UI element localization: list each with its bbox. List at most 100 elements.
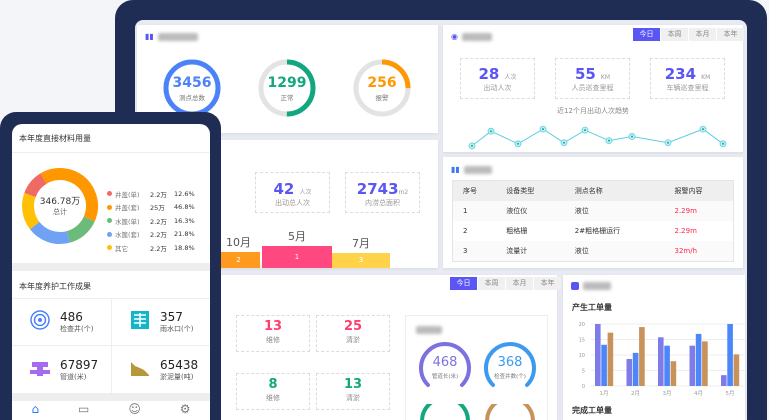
table-cell: 液位仪 xyxy=(496,201,565,221)
donut-slice xyxy=(22,168,98,244)
bar xyxy=(733,354,740,386)
tab-0[interactable]: 今日 xyxy=(633,28,660,41)
stat-value: 8 xyxy=(268,377,278,392)
table-cell: 液位 xyxy=(564,201,665,221)
patrol-panel: ◉ 今日 本周 本月 本年 28 人次 出动人次 55 KM 人员巡查里程 234 K… xyxy=(443,25,744,152)
alarm-table: 序号 设备类型 测点名称 报警内容 1 液位仪 液位 2.29m 2 粗格栅 2#粗格栅运行 2.29… xyxy=(453,181,733,261)
bar xyxy=(601,344,607,386)
ring-arc xyxy=(258,59,316,117)
grate-icon xyxy=(130,310,150,334)
ring-value: 3456 xyxy=(172,75,212,91)
material-donut-chart xyxy=(22,168,98,244)
ring-value: 256 xyxy=(367,75,397,91)
legend-dot-icon xyxy=(107,231,112,237)
bar xyxy=(639,327,645,386)
rank-month: 5月 xyxy=(288,230,306,243)
legend-pct: 46.8% xyxy=(174,203,195,212)
tab-3[interactable]: 本年 xyxy=(717,28,744,41)
stat-label: 内涝总面积 xyxy=(365,199,400,207)
legend-pct: 18.8% xyxy=(174,243,195,252)
legend-pct: 16.3% xyxy=(174,216,195,225)
ring-value: 1299 xyxy=(267,75,307,91)
y-tick-label: 0 xyxy=(582,384,585,390)
maintenance-stat-box: 25 清淤 xyxy=(316,315,390,352)
trend-line xyxy=(471,128,724,147)
legend-item: 水篦(单) 2.2万 16.3% xyxy=(107,214,195,228)
home-icon[interactable]: ⌂ xyxy=(31,402,40,416)
legend-name: 水篦(套) xyxy=(115,231,140,240)
x-tick-label: 2月 xyxy=(631,390,640,397)
gauge-arc xyxy=(484,342,536,387)
work-item: 67897 管道(米) xyxy=(12,346,111,393)
table-cell: 流量计 xyxy=(496,241,565,261)
tab-2[interactable]: 本月 xyxy=(506,277,533,290)
gauge-value: 468 xyxy=(432,355,458,370)
tab-0[interactable]: 今日 xyxy=(450,277,477,290)
ring-gauge: 256 报警 xyxy=(352,58,412,118)
work-order-panel: 产生工单量 0 5 10 15 20 1月 2月 3月 4月 5月 完成工单量 xyxy=(563,275,745,420)
gauge-arc xyxy=(485,404,535,420)
stat-value: 13 xyxy=(263,319,283,334)
legend-name: 其它 xyxy=(115,244,128,253)
stat-value: 13 xyxy=(343,377,363,392)
stat-unit: m2 xyxy=(398,189,409,196)
bar xyxy=(721,375,727,386)
legend-item: 井盖(套) 25万 46.8% xyxy=(107,201,195,215)
stat-label: 清淤 xyxy=(346,336,360,344)
realtime-panel: ▮▮ 3456 测点总数 1299 正常 256 报警 xyxy=(137,25,438,133)
gauge-label: 管道长(米) xyxy=(431,374,459,380)
settings-icon[interactable]: ⚙ xyxy=(179,402,191,416)
donut-slice xyxy=(22,168,98,244)
stat-value: 42 xyxy=(273,180,295,198)
pipe-icon xyxy=(30,358,50,382)
legend-dot-icon xyxy=(107,191,112,197)
legend-amount: 2.2万 xyxy=(150,190,167,199)
table-cell: 粗格栅 xyxy=(506,227,528,235)
legend-dot-icon xyxy=(107,245,112,251)
legend-name: 井盖(套) xyxy=(115,204,140,213)
tab-1[interactable]: 本周 xyxy=(478,277,505,290)
donut-slice xyxy=(22,168,98,244)
stat-label: 清淤 xyxy=(346,394,360,402)
gauge-arc xyxy=(420,404,470,420)
stat-value: 2743 xyxy=(356,180,399,198)
legend-pct: 21.8% xyxy=(174,230,195,239)
stat-unit: KM xyxy=(600,74,611,81)
subpanel-title xyxy=(416,326,442,334)
table-row: 1 液位仪 液位 2.29m xyxy=(453,201,733,221)
x-tick-label: 3月 xyxy=(663,390,672,397)
table-cell: 2 xyxy=(463,227,468,235)
x-tick-label: 4月 xyxy=(694,390,703,397)
work-item: 65438 淤泥量(吨) xyxy=(111,346,210,393)
maintenance-stat-box: 8 维修 xyxy=(236,373,310,410)
user-icon[interactable]: ☺ xyxy=(128,402,141,416)
eye-icon: ◉ xyxy=(451,32,458,41)
tab-1[interactable]: 本周 xyxy=(661,28,688,41)
stat-box: 42 人次 出动总人次 xyxy=(255,172,330,213)
stat-value: 234 xyxy=(664,65,697,83)
rank-bar: 3 xyxy=(332,253,390,268)
work-label: 检查井(个) xyxy=(60,325,94,333)
stat-value: 25 xyxy=(343,319,363,334)
y-tick-label: 15 xyxy=(579,338,585,344)
ring-gauge: 3456 测点总数 xyxy=(162,58,222,118)
tab-3[interactable]: 本年 xyxy=(534,277,561,290)
x-tick-label: 1月 xyxy=(600,390,609,397)
ring-label: 正常 xyxy=(280,94,294,102)
tab-2[interactable]: 本月 xyxy=(689,28,716,41)
work-value: 357 xyxy=(160,310,183,324)
panel-title xyxy=(157,32,198,41)
donut-total: 346.78万 xyxy=(39,197,81,207)
y-tick-label: 20 xyxy=(579,322,585,328)
panel-title xyxy=(463,165,492,174)
bottom-nav: ⌂ ▭ ☺ ⚙ xyxy=(12,402,210,417)
table-header: 设备类型 xyxy=(496,181,565,201)
manhole-icon xyxy=(30,310,50,334)
donut-total-label: 总计 xyxy=(53,208,67,216)
table-cell: 3 xyxy=(453,241,497,261)
bar xyxy=(607,332,614,386)
message-icon[interactable]: ▭ xyxy=(78,402,90,416)
stat-label: 车辆巡查里程 xyxy=(666,84,709,92)
ring-label: 报警 xyxy=(375,94,389,102)
y-tick-label: 10 xyxy=(579,353,585,359)
